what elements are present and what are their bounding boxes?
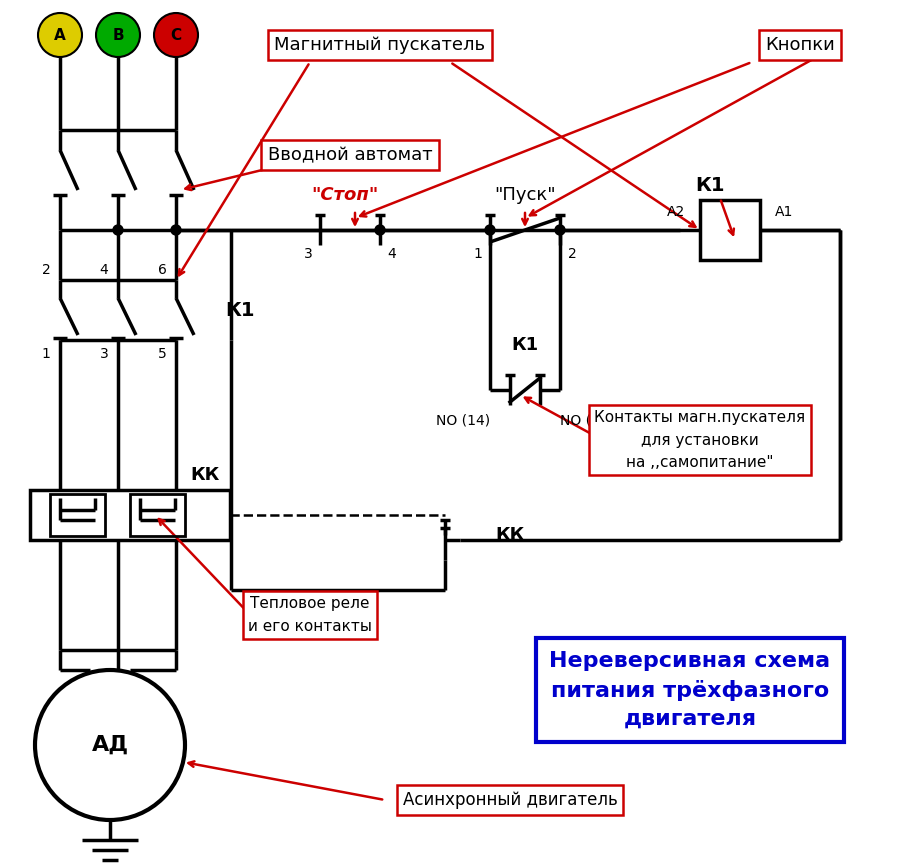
Text: "Пуск": "Пуск"	[494, 186, 556, 204]
Circle shape	[171, 225, 181, 235]
Circle shape	[555, 225, 565, 235]
Text: A1: A1	[775, 205, 794, 219]
Text: Нереверсивная схема
питания трёхфазного
двигателя: Нереверсивная схема питания трёхфазного …	[550, 651, 831, 729]
Text: 4: 4	[99, 263, 108, 277]
Text: К1: К1	[511, 336, 539, 354]
Bar	[30, 490, 230, 540]
Text: C: C	[170, 28, 182, 42]
Text: Магнитный пускатель: Магнитный пускатель	[275, 36, 486, 54]
Text: Тепловое реле
и его контакты: Тепловое реле и его контакты	[248, 596, 372, 634]
Text: Кнопки: Кнопки	[765, 36, 834, 54]
Bar	[700, 200, 760, 260]
Text: КК: КК	[190, 466, 219, 484]
Text: Асинхронный двигатель: Асинхронный двигатель	[402, 791, 617, 809]
Text: B: B	[112, 28, 124, 42]
Text: NO (13): NO (13)	[560, 413, 614, 427]
Circle shape	[113, 225, 123, 235]
Text: 6: 6	[157, 263, 167, 277]
Text: 5: 5	[157, 347, 167, 361]
Bar	[130, 494, 185, 536]
Circle shape	[38, 13, 82, 57]
Text: Вводной автомат: Вводной автомат	[268, 146, 432, 164]
Text: КК: КК	[495, 526, 525, 544]
Text: К1: К1	[695, 175, 724, 194]
Text: Контакты магн.пускателя
для установки
на ,,самопитание": Контакты магн.пускателя для установки на…	[594, 410, 805, 470]
Circle shape	[485, 225, 495, 235]
Text: NO (14): NO (14)	[436, 413, 490, 427]
Text: A2: A2	[667, 205, 685, 219]
Text: 3: 3	[99, 347, 108, 361]
Circle shape	[96, 13, 140, 57]
Text: 1: 1	[473, 247, 482, 261]
Text: 4: 4	[388, 247, 397, 261]
Circle shape	[375, 225, 385, 235]
Bar	[50, 494, 105, 536]
Text: 2: 2	[568, 247, 576, 261]
Text: 2: 2	[42, 263, 50, 277]
Text: К1: К1	[226, 301, 255, 320]
Circle shape	[154, 13, 198, 57]
Text: 1: 1	[42, 347, 50, 361]
Text: A: A	[54, 28, 66, 42]
Text: 3: 3	[304, 247, 312, 261]
Text: АД: АД	[91, 735, 128, 755]
Text: "Стоп": "Стоп"	[311, 186, 379, 204]
